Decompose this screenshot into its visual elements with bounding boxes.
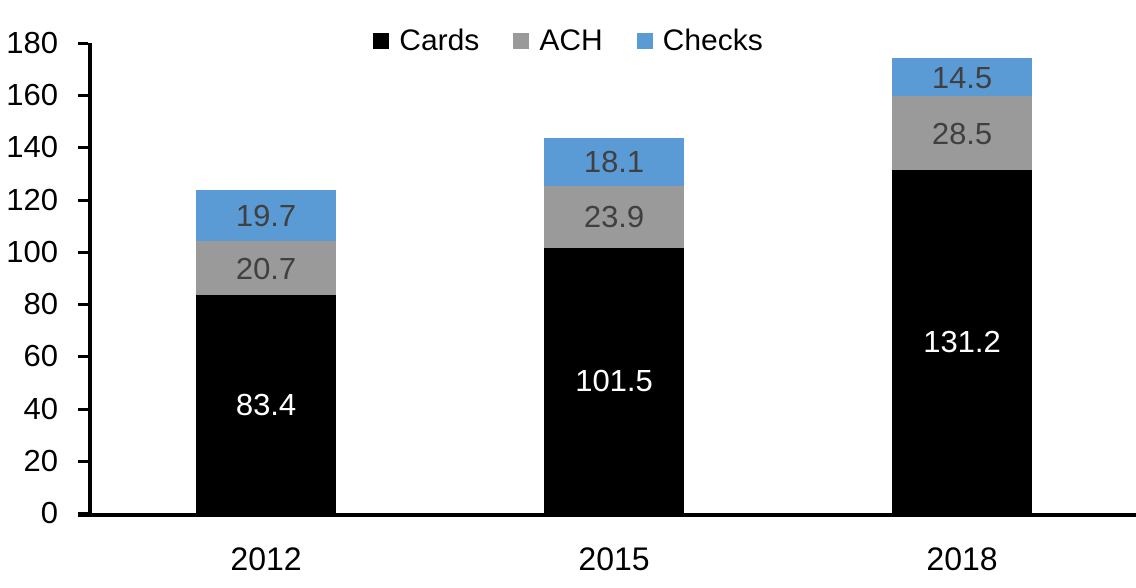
y-tick-label: 0 bbox=[40, 495, 58, 530]
bar-segment-cards-2012: 83.4 bbox=[196, 295, 336, 513]
data-label: 28.5 bbox=[931, 115, 993, 151]
data-label: 83.4 bbox=[235, 386, 297, 422]
x-tick-label: 2015 bbox=[578, 541, 650, 577]
legend-label: Checks bbox=[662, 24, 763, 57]
y-tick bbox=[78, 408, 88, 411]
bar-segment-cards-2018: 131.2 bbox=[892, 170, 1032, 513]
y-tick-label: 100 bbox=[6, 234, 58, 269]
bar-segment-cards-2015: 101.5 bbox=[544, 247, 684, 513]
y-tick-label: 180 bbox=[6, 25, 58, 60]
bar-segment-checks-2018: 14.5 bbox=[892, 58, 1032, 96]
legend-item-cards: Cards bbox=[373, 26, 479, 56]
y-tick bbox=[78, 146, 88, 149]
legend-item-checks: Checks bbox=[636, 24, 763, 57]
data-label: 131.2 bbox=[923, 324, 1001, 360]
y-tick-label: 20 bbox=[23, 443, 58, 478]
bar-2015: 18.1 23.9 101.5 bbox=[544, 138, 684, 513]
legend-swatch-checks bbox=[636, 33, 653, 49]
bar-segment-ach-2012: 20.7 bbox=[196, 241, 336, 296]
data-label: 101.5 bbox=[575, 362, 653, 398]
x-axis-line bbox=[78, 513, 1136, 517]
data-label: 19.7 bbox=[235, 197, 297, 233]
y-axis-line bbox=[88, 43, 92, 517]
data-label: 20.7 bbox=[235, 250, 297, 286]
data-label: 23.9 bbox=[583, 199, 645, 235]
y-tick-label: 160 bbox=[6, 77, 58, 112]
y-tick bbox=[78, 303, 88, 306]
legend-swatch-cards bbox=[373, 33, 390, 49]
bar-segment-ach-2018: 28.5 bbox=[892, 96, 1032, 171]
x-tick-label: 2012 bbox=[230, 541, 302, 577]
legend-swatch-ach bbox=[513, 33, 530, 49]
y-tick bbox=[78, 512, 88, 515]
bar-2018: 14.5 28.5 131.2 bbox=[892, 58, 1032, 513]
y-tick-label: 80 bbox=[23, 286, 58, 321]
legend: Cards ACH Checks bbox=[0, 26, 1136, 56]
data-label: 18.1 bbox=[583, 144, 645, 180]
y-tick bbox=[78, 42, 88, 45]
legend-label: Cards bbox=[399, 24, 480, 57]
y-tick-label: 140 bbox=[6, 129, 58, 164]
y-tick bbox=[78, 94, 88, 97]
x-tick-label: 2018 bbox=[926, 541, 998, 577]
y-tick bbox=[78, 355, 88, 358]
legend-item-ach: ACH bbox=[513, 24, 603, 57]
bar-segment-ach-2015: 23.9 bbox=[544, 185, 684, 248]
y-tick bbox=[78, 199, 88, 202]
y-tick-label: 60 bbox=[23, 338, 58, 373]
data-label: 14.5 bbox=[931, 59, 993, 95]
bar-segment-checks-2015: 18.1 bbox=[544, 138, 684, 186]
legend-label: ACH bbox=[539, 24, 603, 57]
y-tick bbox=[78, 460, 88, 463]
y-tick-label: 40 bbox=[23, 391, 58, 426]
y-tick-label: 120 bbox=[6, 182, 58, 217]
bar-2012: 19.7 20.7 83.4 bbox=[196, 189, 336, 513]
y-tick bbox=[78, 251, 88, 254]
bar-segment-checks-2012: 19.7 bbox=[196, 189, 336, 242]
